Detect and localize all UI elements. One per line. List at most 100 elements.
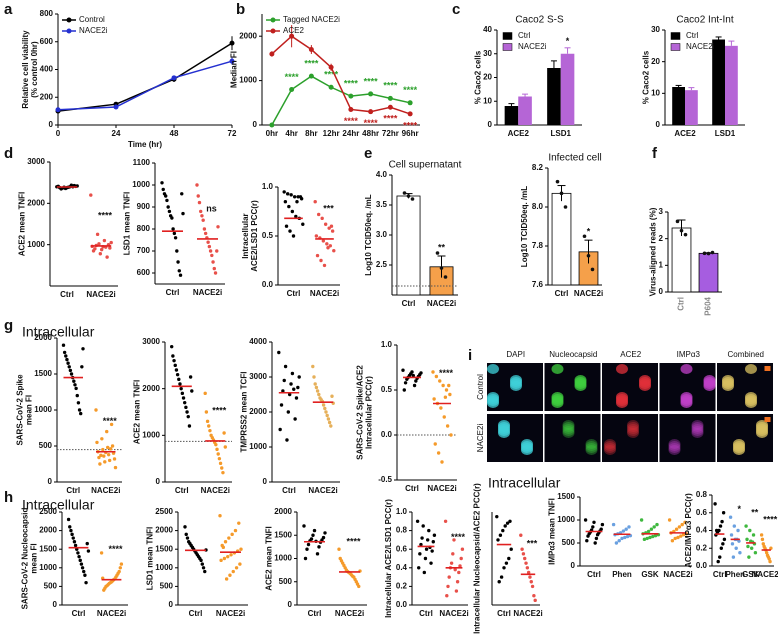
y-tick-label: 1000 (249, 442, 267, 451)
y-tick-label: 1000 (132, 180, 150, 189)
data-point (412, 383, 417, 388)
data-point (675, 219, 680, 224)
x-tick-label: 4hr (285, 129, 297, 138)
cell (585, 441, 598, 451)
micrograph (487, 414, 543, 462)
y-tick-label: 1000 (34, 405, 52, 414)
data-point (175, 249, 179, 253)
data-point (441, 383, 445, 388)
data-point (419, 542, 423, 547)
cell (510, 375, 522, 385)
legend-swatch (502, 43, 513, 51)
y-tick-label: 1000 (274, 554, 292, 563)
data-point (224, 577, 229, 581)
data-point (427, 528, 431, 533)
data-point (519, 533, 523, 537)
data-point (445, 594, 449, 598)
y-tick-label: 0 (263, 477, 268, 486)
x-tick-label: 96hr (402, 129, 419, 138)
panel-letter: f (652, 145, 658, 162)
data-point (459, 556, 463, 561)
y-tick-label: 0.0 (381, 430, 393, 439)
series-line (271, 35, 411, 115)
x-tick-label: Ctrl (555, 289, 569, 298)
x-tick-label: NACE2i (308, 486, 337, 495)
y-tick-label: 0.5 (381, 385, 393, 394)
x-tick-label: Ctrl (287, 289, 301, 298)
data-point (498, 533, 503, 537)
data-point (503, 524, 507, 528)
data-point (216, 452, 220, 456)
column-label: ACE2 (620, 350, 641, 359)
y-tick-label: 0.0 (262, 280, 274, 289)
cell (745, 364, 757, 374)
data-point (284, 224, 289, 228)
data-point (453, 567, 457, 572)
legend-label: Tagged NACE2i (283, 15, 340, 24)
data-point (401, 368, 405, 372)
x-tick-label: NACE2i (97, 609, 126, 618)
y-axis-label: IMPα3 mean TNFI (548, 498, 557, 565)
data-point (423, 556, 428, 561)
data-point (73, 543, 78, 548)
data-point (521, 552, 526, 556)
data-point (313, 200, 317, 204)
x-tick-label: NACE2i (193, 288, 222, 297)
chart-title: Caco2 S-S (515, 15, 564, 26)
bar (396, 195, 421, 296)
data-point (718, 555, 722, 559)
data-point (290, 371, 295, 376)
data-point (683, 520, 687, 524)
data-point (85, 541, 89, 546)
data-point (623, 535, 627, 540)
panel-letter: c (452, 1, 460, 18)
data-point (719, 546, 723, 550)
data-point (278, 427, 282, 432)
data-point (320, 216, 324, 221)
y-tick-label: 400 (40, 65, 54, 74)
data-point (747, 555, 751, 559)
x-tick-label: 12hr (323, 129, 340, 138)
data-point (449, 561, 454, 565)
data-point (110, 444, 115, 448)
y-tick-label: 3.5 (376, 200, 388, 209)
point (269, 51, 275, 57)
data-point (72, 379, 76, 383)
data-point (501, 528, 505, 533)
data-point (431, 540, 435, 544)
y-tick-label: 900 (137, 202, 151, 211)
cell (691, 422, 704, 432)
y-tick-label: 2000 (34, 333, 52, 342)
data-point (230, 532, 234, 537)
data-point (186, 414, 190, 419)
legend-label: Control (79, 15, 105, 24)
data-point (323, 222, 328, 226)
data-point (215, 447, 219, 452)
x-tick-label: NACE2i (513, 609, 542, 618)
legend-swatch (670, 32, 681, 40)
bar (560, 53, 575, 125)
y-tick-label: 8.2 (532, 163, 544, 172)
data-point (405, 377, 409, 381)
data-point (201, 566, 206, 570)
data-point (713, 502, 717, 506)
data-point (200, 214, 204, 218)
y-tick-label: 2500 (155, 507, 173, 516)
y-tick-label: 2.5 (376, 260, 388, 269)
data-point (520, 547, 524, 551)
y-axis-label: (% control 0hr) (30, 41, 39, 98)
y-axis-label: ACE2/LSD1 PCC(r) (250, 200, 259, 272)
data-point (215, 249, 219, 253)
y-tick-label: 500 (279, 577, 293, 586)
data-point (177, 269, 181, 273)
data-point (329, 424, 333, 428)
point (348, 93, 354, 99)
y-tick-label: 20 (651, 57, 660, 66)
data-point (444, 388, 449, 392)
y-tick-label: 0 (49, 120, 54, 129)
data-point (294, 214, 298, 219)
data-point (655, 522, 659, 527)
x-tick-label: NACE2i (439, 609, 468, 618)
x-tick-label: Ctrl (419, 609, 433, 618)
y-tick-label: 500 (160, 582, 174, 591)
